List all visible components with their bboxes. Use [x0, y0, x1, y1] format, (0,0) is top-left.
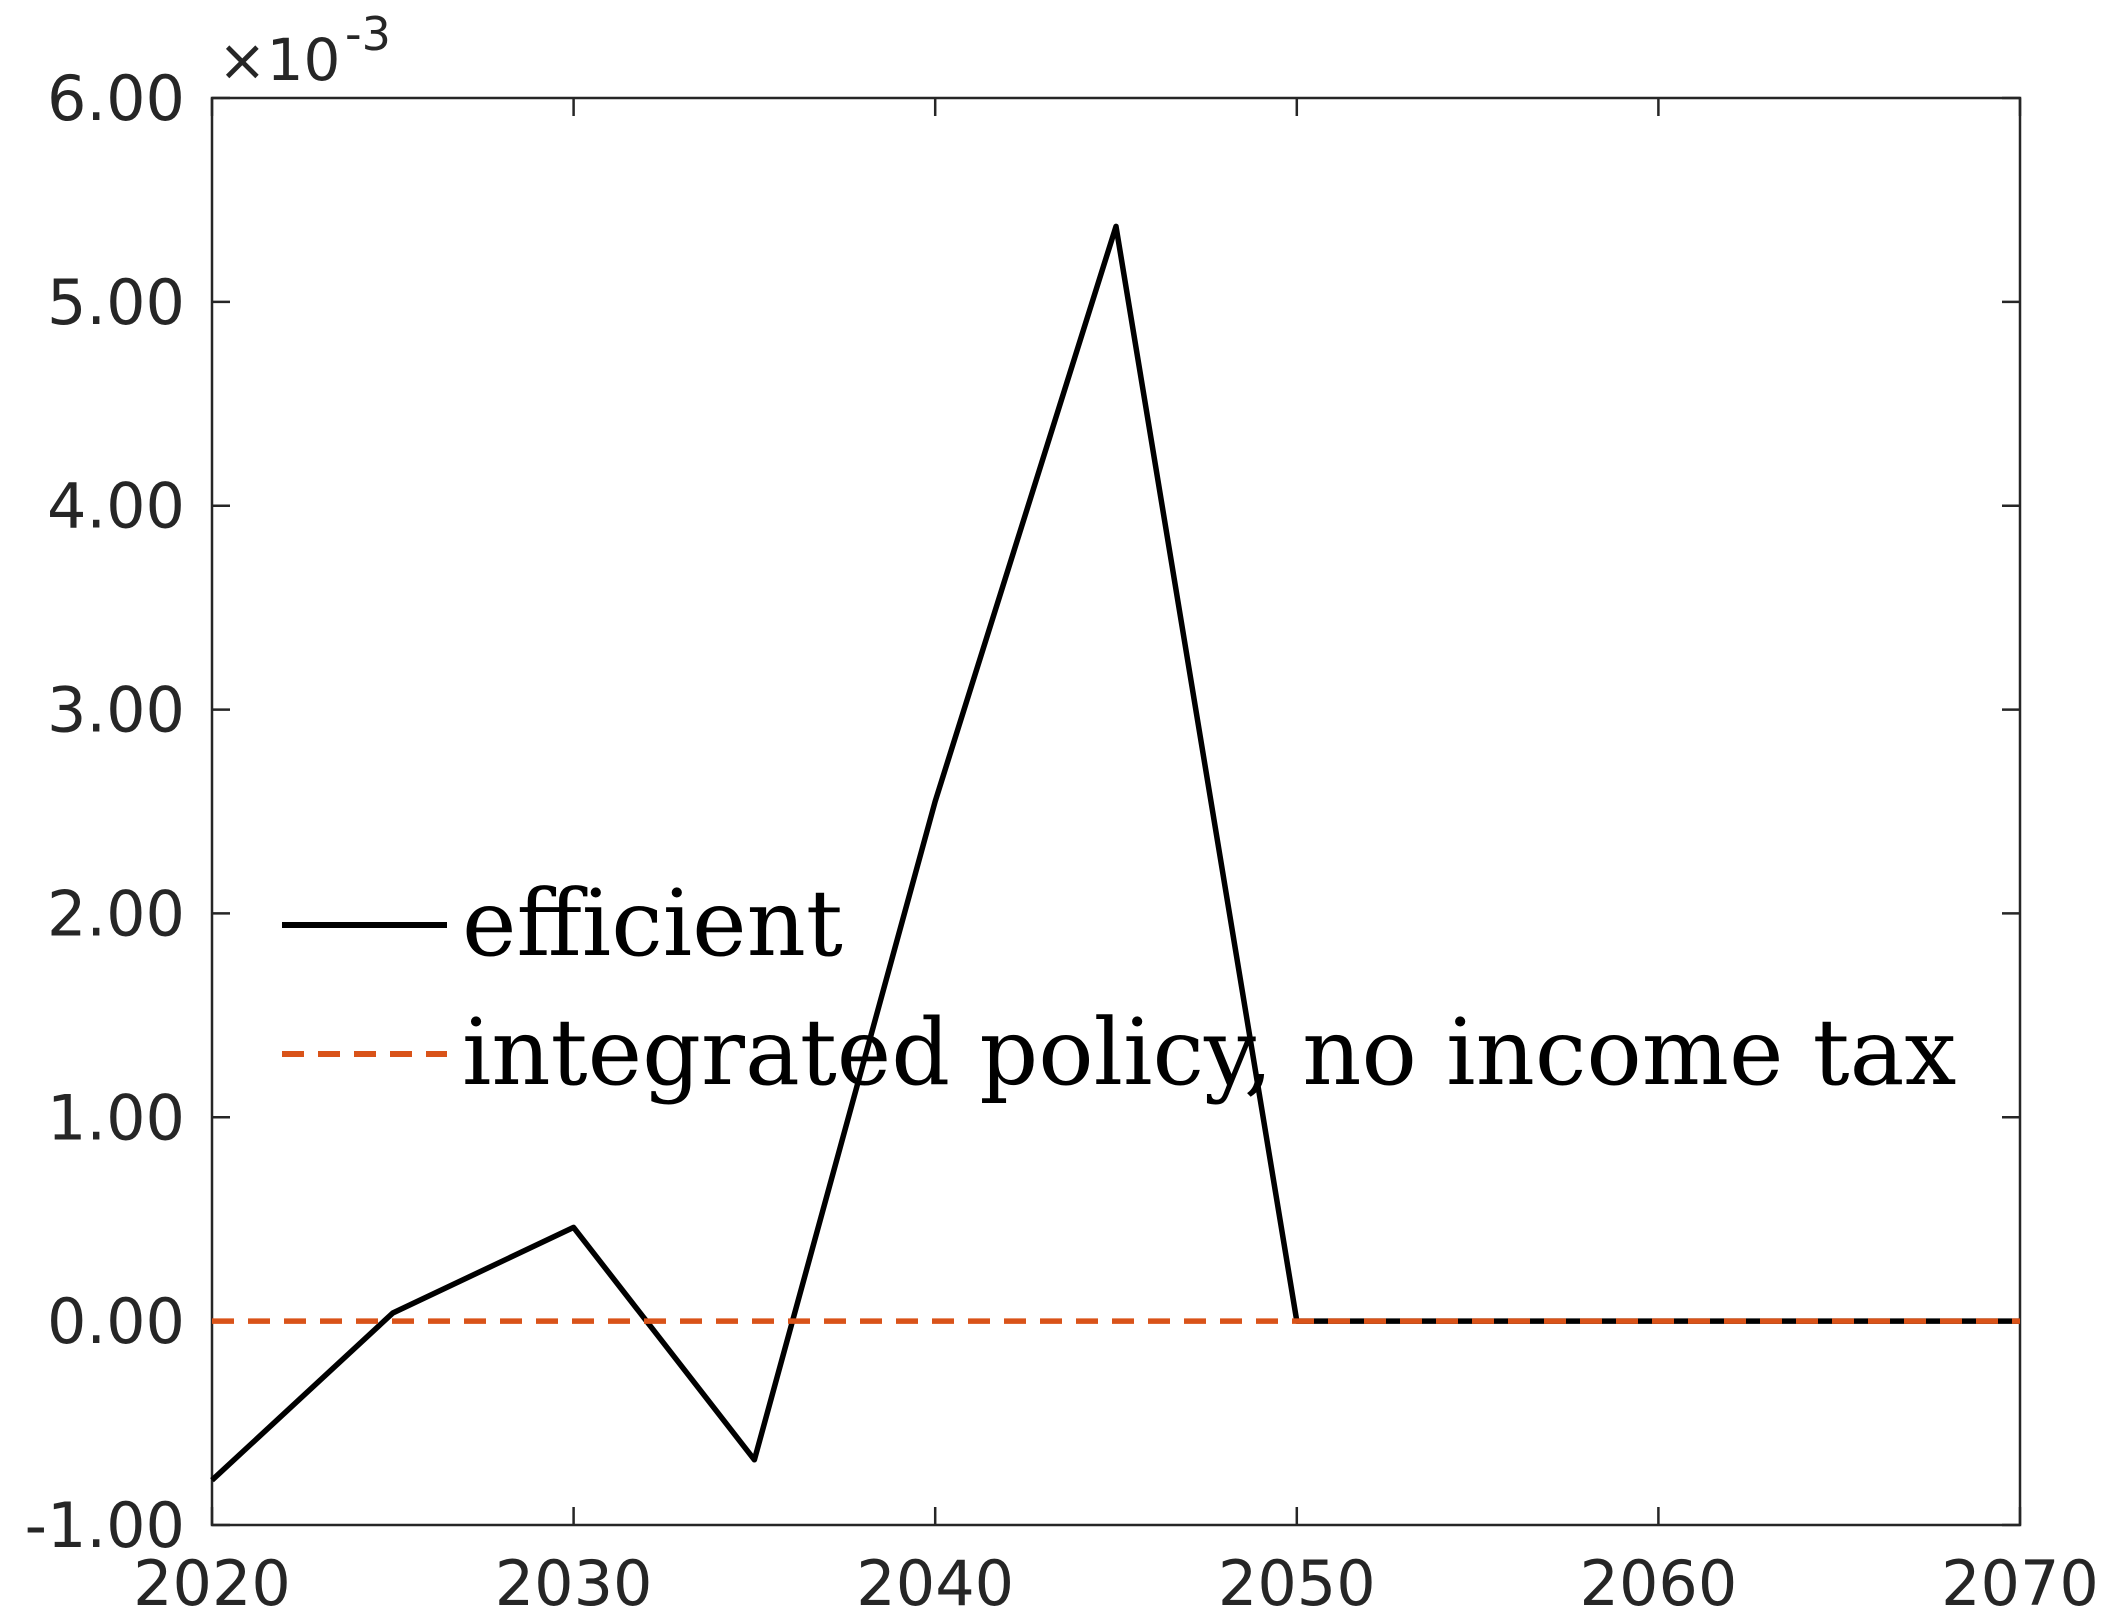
legend: efficient integrated policy, no income t…	[282, 870, 1956, 1106]
x-axis: 2020 2030 2040 2050 2060 2070	[133, 98, 2099, 1620]
series-layer	[210, 223, 2021, 1483]
y-multiplier-base: ×10	[218, 26, 340, 94]
y-tick-label: 4.00	[47, 470, 185, 543]
legend-label-efficient: efficient	[462, 870, 843, 977]
y-multiplier-exponent: -3	[345, 7, 391, 61]
y-tick-label: 5.00	[47, 266, 185, 339]
y-tick-label: -1.00	[25, 1489, 185, 1562]
x-tick-label: 2070	[1941, 1547, 2099, 1620]
plot-area	[210, 96, 2022, 1527]
y-tick-label: 6.00	[47, 62, 185, 135]
y-axis-multiplier: ×10 -3	[218, 7, 391, 94]
x-tick-label: 2030	[495, 1547, 653, 1620]
y-tick-label: 0.00	[47, 1285, 185, 1358]
x-tick-label: 2050	[1218, 1547, 1376, 1620]
axes-frame	[210, 96, 2022, 1527]
y-tick-label: 3.00	[47, 674, 185, 747]
y-tick-label: 2.00	[47, 877, 185, 950]
x-tick-label: 2040	[856, 1547, 1014, 1620]
y-axis: -1.00 0.00 1.00 2.00 3.00 4.00 5.00 6.00	[25, 62, 2020, 1562]
x-tick-label: 2060	[1580, 1547, 1738, 1620]
x-tick-label: 2020	[133, 1547, 291, 1620]
series-line-efficient	[210, 223, 2020, 1483]
legend-label-integrated: integrated policy, no income tax	[462, 999, 1956, 1106]
y-tick-label: 1.00	[47, 1081, 185, 1154]
